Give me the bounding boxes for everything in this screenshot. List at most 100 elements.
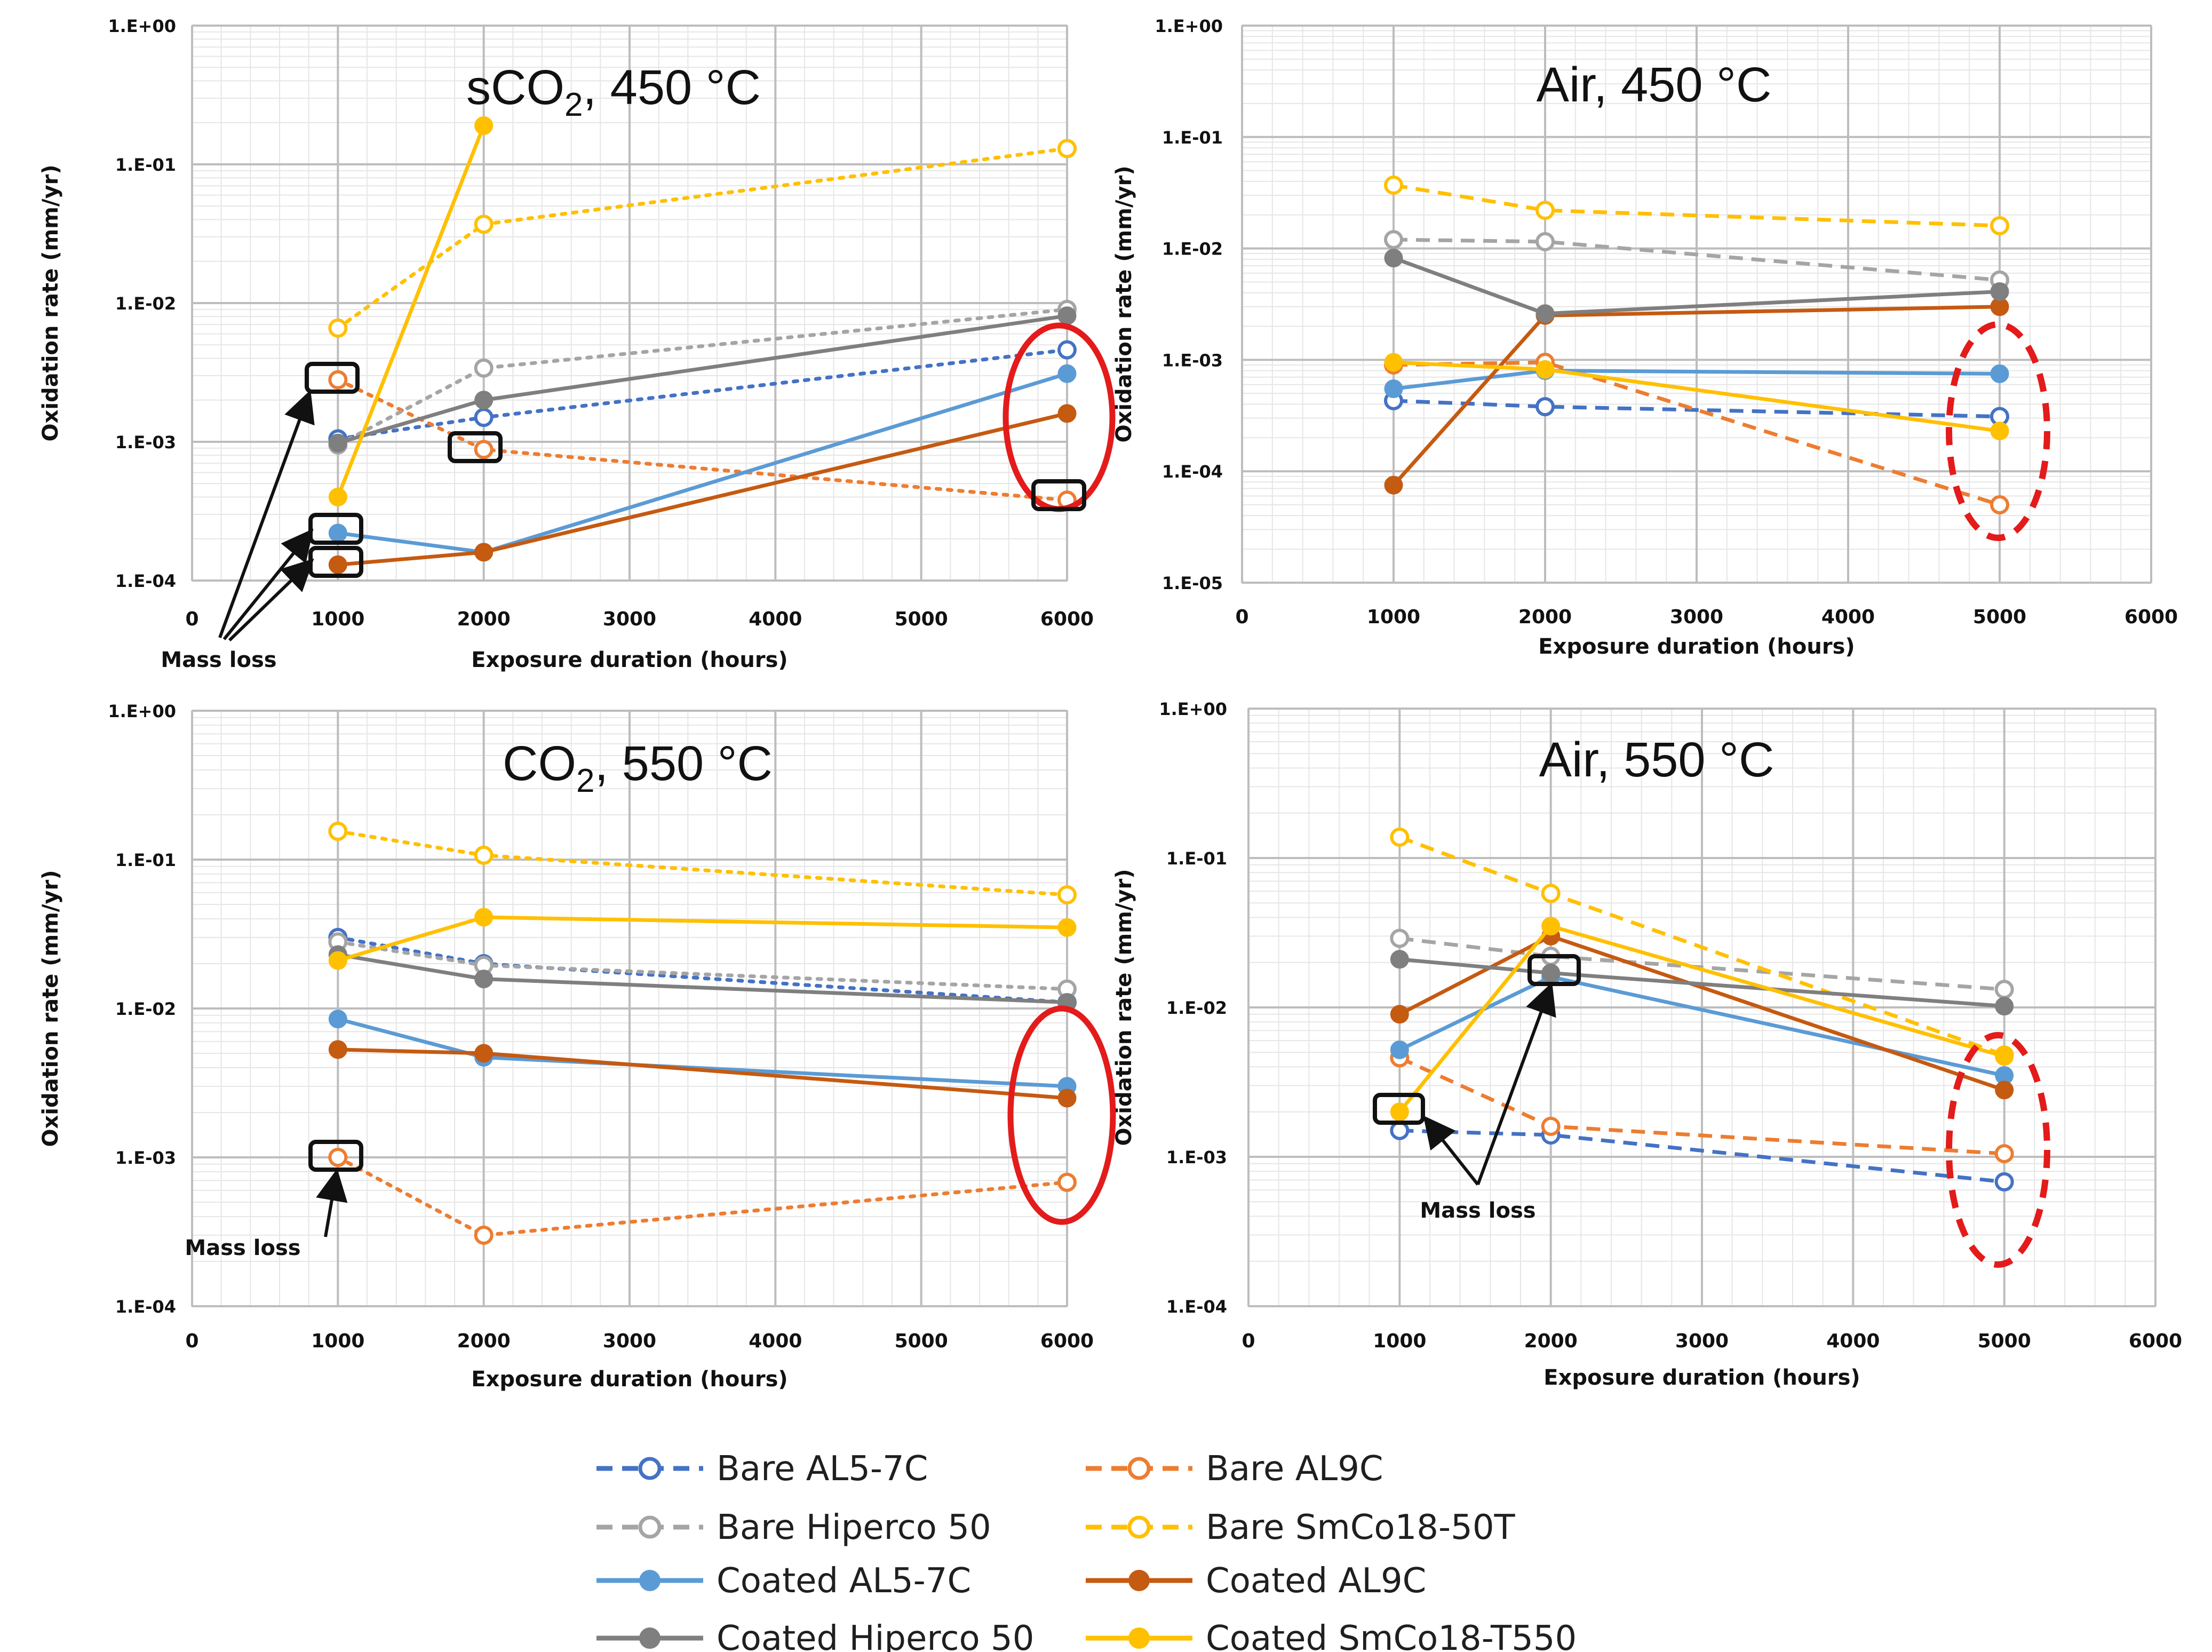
legend-item-bare_smco: Bare SmCo18-50T bbox=[1086, 1508, 1516, 1547]
x-tick-label: 0 bbox=[1235, 606, 1248, 628]
y-tick-label: 1.E-01 bbox=[1162, 128, 1223, 148]
data-point bbox=[474, 1225, 494, 1245]
gridlines bbox=[1241, 25, 2152, 584]
legend-swatch-marker bbox=[639, 1570, 661, 1591]
x-tick-label: 6000 bbox=[1040, 608, 1094, 630]
series-bare_hiperco bbox=[1390, 928, 2014, 999]
x-tick-label: 2000 bbox=[457, 608, 511, 630]
data-point bbox=[474, 970, 494, 989]
x-tick-label: 2000 bbox=[1524, 1330, 1578, 1352]
data-point bbox=[1057, 1089, 1077, 1108]
data-point bbox=[1994, 980, 2014, 999]
data-point bbox=[1541, 963, 1561, 982]
highlight-ellipse-dashed bbox=[1946, 1032, 2050, 1268]
chart-title: sCO2, 450 °C bbox=[466, 60, 761, 123]
y-tick-label: 1.E-01 bbox=[115, 155, 176, 175]
legend-item-coated_hiperco: Coated Hiperco 50 bbox=[596, 1619, 1034, 1652]
y-axis-label: Oxidation rate (mm/yr) bbox=[38, 164, 63, 441]
data-point bbox=[474, 845, 494, 865]
y-tick-label: 1.E-02 bbox=[115, 293, 176, 314]
y-tick-label: 1.E-03 bbox=[1166, 1147, 1227, 1167]
data-point bbox=[474, 543, 494, 562]
charts-group: 0 1000 2000 3000 4000 5000 6000 1.E-04 1.E-03 1.E… bbox=[38, 16, 2182, 1392]
legend-item-bare_al57c: Bare AL5-7C bbox=[596, 1449, 928, 1489]
data-point bbox=[1535, 304, 1555, 323]
legend-swatch-marker bbox=[1128, 1627, 1150, 1649]
legend-item-coated_al57c: Coated AL5-7C bbox=[596, 1561, 971, 1601]
legend-item-bare_hiperco: Bare Hiperco 50 bbox=[596, 1508, 991, 1547]
data-point bbox=[1535, 232, 1555, 251]
x-tick-label: 6000 bbox=[2129, 1330, 2182, 1352]
highlight-ellipse-dashed bbox=[1946, 321, 2050, 541]
data-point bbox=[1390, 1121, 1410, 1140]
annotation-arrow bbox=[316, 1169, 348, 1237]
x-tick-label: 2000 bbox=[457, 1330, 511, 1352]
data-point bbox=[1390, 1102, 1409, 1122]
y-axis-label: Oxidation rate (mm/yr) bbox=[1112, 869, 1136, 1146]
data-point bbox=[1990, 282, 2009, 301]
mass-loss-label: Mass loss bbox=[1420, 1198, 1535, 1223]
series-line bbox=[1393, 399, 2000, 419]
annotation-arrow bbox=[222, 528, 314, 640]
data-point bbox=[1384, 475, 1403, 495]
data-point bbox=[474, 908, 494, 927]
data-point bbox=[474, 358, 494, 378]
y-axis-label: Oxidation rate (mm/yr) bbox=[1112, 165, 1136, 442]
series-coated_hiperco bbox=[1384, 249, 2009, 323]
data-point bbox=[1541, 917, 1561, 936]
data-point bbox=[1057, 885, 1077, 905]
data-point bbox=[1390, 827, 1410, 847]
data-point bbox=[474, 408, 494, 427]
y-tick-label: 1.E-03 bbox=[1162, 350, 1223, 370]
chart-panel-1: 0 1000 2000 3000 4000 5000 6000 1.E-04 1.E-03 1.E… bbox=[38, 16, 1094, 672]
x-tick-label: 3000 bbox=[1670, 606, 1723, 628]
annotation-arrow bbox=[228, 558, 314, 642]
data-point bbox=[1990, 495, 2009, 515]
legend-swatch-marker bbox=[638, 1515, 662, 1539]
series-bare_smco bbox=[1384, 175, 2009, 235]
legend-swatch-marker bbox=[1128, 1570, 1150, 1591]
x-tick-label: 5000 bbox=[895, 608, 948, 630]
series-coated_hiperco bbox=[1390, 950, 2014, 1016]
x-tick-label: 4000 bbox=[749, 1330, 802, 1352]
x-tick-label: 1000 bbox=[1367, 606, 1420, 628]
data-point bbox=[1390, 1005, 1409, 1024]
data-point bbox=[328, 1010, 347, 1029]
x-axis-label: Exposure duration (hours) bbox=[471, 1367, 787, 1392]
data-point bbox=[1990, 422, 2009, 441]
data-point bbox=[328, 433, 347, 452]
data-point bbox=[1990, 216, 2009, 235]
y-tick-label: 1.E+00 bbox=[1155, 16, 1223, 36]
data-point bbox=[1541, 884, 1561, 903]
x-tick-label: 1000 bbox=[1373, 1330, 1426, 1352]
highlight-ellipse bbox=[1007, 1005, 1116, 1225]
data-point bbox=[1535, 360, 1555, 379]
y-tick-label: 1.E-04 bbox=[115, 1297, 176, 1317]
x-tick-label: 3000 bbox=[603, 1330, 656, 1352]
data-point bbox=[1057, 139, 1077, 158]
series-line bbox=[336, 1155, 1069, 1237]
data-point bbox=[328, 951, 347, 970]
y-tick-label: 1.E-03 bbox=[115, 432, 176, 452]
y-tick-label: 1.E+00 bbox=[108, 701, 176, 721]
legend-item-coated_al9c: Coated AL9C bbox=[1086, 1561, 1426, 1601]
data-point bbox=[1990, 364, 2009, 383]
legend-label: Coated Hiperco 50 bbox=[717, 1619, 1034, 1652]
data-point bbox=[1390, 950, 1409, 969]
legend-label: Coated SmCo18-T550 bbox=[1206, 1619, 1577, 1652]
y-tick-label: 1.E-05 bbox=[1162, 573, 1223, 593]
legend: Bare AL5-7C Bare AL9C Bare Hiperco 50 Bare … bbox=[596, 1449, 1577, 1652]
chart-title: CO2, 550 °C bbox=[503, 736, 773, 799]
mass-loss-box bbox=[448, 431, 503, 463]
mass-loss-box bbox=[305, 362, 360, 394]
data-point bbox=[1384, 379, 1403, 399]
data-point bbox=[1995, 1081, 2014, 1100]
y-axis-label: Oxidation rate (mm/yr) bbox=[38, 870, 63, 1147]
x-tick-label: 3000 bbox=[603, 608, 656, 630]
series-line bbox=[1393, 237, 2000, 282]
y-tick-label: 1.E-04 bbox=[1166, 1297, 1227, 1317]
data-point bbox=[328, 370, 348, 390]
series-bare_smco bbox=[328, 821, 1077, 905]
legend-swatch-marker bbox=[638, 1457, 662, 1480]
